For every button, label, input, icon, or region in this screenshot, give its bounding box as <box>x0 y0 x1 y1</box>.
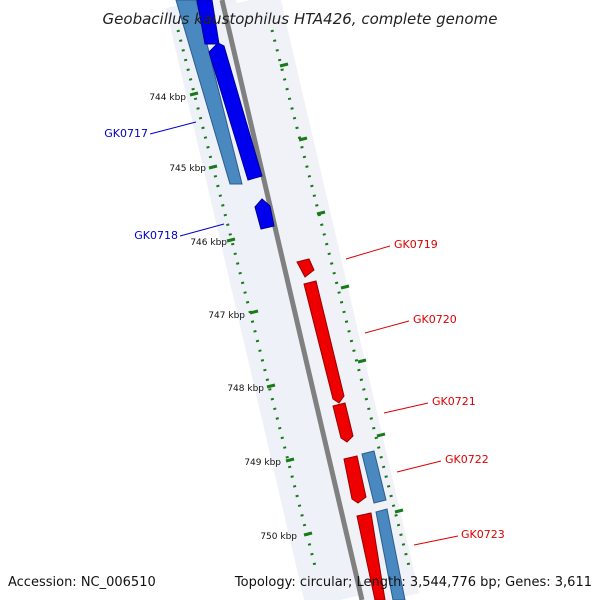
cds-bar-750 <box>375 508 406 600</box>
gene-GK0722-arrow <box>343 455 367 504</box>
cds-bar-upper <box>175 0 243 185</box>
tick-label: 746 kbp <box>190 238 227 248</box>
tick-label: 747 kbp <box>208 311 245 321</box>
gene-label-GK0718[interactable]: GK0718 <box>134 229 178 242</box>
gene-GK0720-arrow <box>303 280 345 404</box>
gene-label-GK0720[interactable]: GK0720 <box>413 313 457 326</box>
gene-label-GK0723[interactable]: GK0723 <box>461 528 505 541</box>
tick-label: 749 kbp <box>244 458 281 468</box>
gene-labels: GK0717 GK0718 GK0719 GK0720 GK0721 GK072… <box>104 127 504 541</box>
gene-label-GK0717[interactable]: GK0717 <box>104 127 148 140</box>
tick-label: 745 kbp <box>169 164 206 174</box>
genome-backbone <box>219 0 365 600</box>
gene-GK0718-arrow <box>254 198 275 230</box>
genome-summary-text: Topology: circular; Length: 3,544,776 bp… <box>234 575 592 590</box>
plus-strand-genes <box>196 0 275 230</box>
gene-GK0719-arrow <box>296 258 315 278</box>
tick-marks-right <box>279 62 404 514</box>
gene-label-GK0719[interactable]: GK0719 <box>394 238 438 251</box>
gene-GK0717-main <box>208 42 263 181</box>
tick-labels: 744 kbp 745 kbp 746 kbp 747 kbp 748 kbp … <box>149 93 297 542</box>
leader-lines <box>149 121 459 546</box>
gene-GK0721-arrow <box>332 402 354 443</box>
accession-text: Accession: NC_006510 <box>8 575 156 590</box>
gene-label-GK0722[interactable]: GK0722 <box>445 453 489 466</box>
minus-strand-genes <box>296 258 386 600</box>
tick-label: 744 kbp <box>149 93 186 103</box>
tick-label: 750 kbp <box>260 532 297 542</box>
map-title: Geobacillus kaustophilus HTA426, complet… <box>103 10 498 28</box>
gene-label-GK0721[interactable]: GK0721 <box>432 395 476 408</box>
gene-GK0723-arrow <box>356 512 386 600</box>
cds-bar-749 <box>361 450 387 504</box>
cds-features <box>175 0 406 600</box>
tick-marks-left <box>189 91 313 537</box>
tick-label: 748 kbp <box>227 384 264 394</box>
